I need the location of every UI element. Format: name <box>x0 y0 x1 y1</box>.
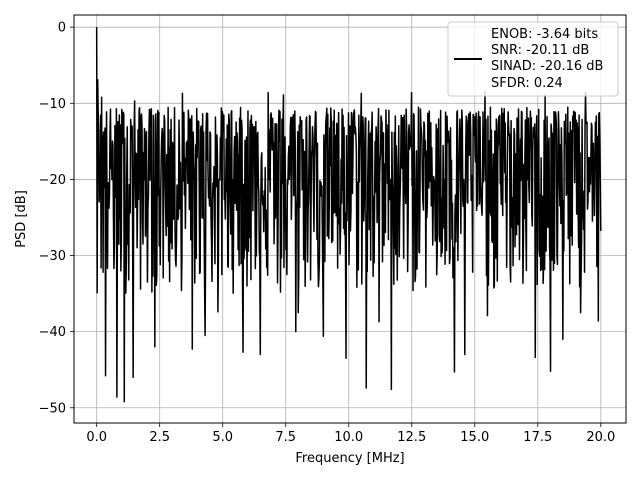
x-tick-label: 0.0 <box>86 430 107 445</box>
series-line-psd <box>95 27 602 403</box>
legend-line-enob: ENOB: -3.64 bits <box>491 27 598 42</box>
x-tick-label: 2.5 <box>149 430 170 445</box>
x-tick-label: 20.0 <box>586 430 615 445</box>
y-axis-label: PSD [dB] <box>14 190 29 248</box>
legend-line-sinad: SINAD: -20.16 dB <box>491 59 603 74</box>
y-tick-label: −10 <box>39 97 66 112</box>
x-tick-label: 10.0 <box>334 430 363 445</box>
x-axis-ticks: 0.0 2.5 5.0 7.5 10.0 12.5 15.0 17.5 20.0 <box>86 423 615 445</box>
y-tick-label: 0 <box>58 21 66 36</box>
y-tick-label: −50 <box>39 401 66 416</box>
x-tick-label: 7.5 <box>275 430 296 445</box>
plot-area <box>95 27 602 403</box>
x-tick-label: 15.0 <box>460 430 489 445</box>
x-tick-label: 12.5 <box>397 430 426 445</box>
axes-frame <box>73 14 627 424</box>
y-tick-label: −20 <box>39 173 66 188</box>
x-tick-label: 17.5 <box>523 430 552 445</box>
y-axis-ticks: 0 −10 −20 −30 −40 −50 <box>39 21 74 416</box>
x-axis-label: Frequency [MHz] <box>295 451 404 466</box>
y-tick-label: −40 <box>39 325 66 340</box>
y-tick-label: −30 <box>39 249 66 264</box>
legend: ENOB: -3.64 bits SNR: -20.11 dB SINAD: -… <box>447 21 619 97</box>
x-tick-label: 5.0 <box>212 430 233 445</box>
legend-line-snr: SNR: -20.11 dB <box>491 43 589 58</box>
legend-line-sfdr: SFDR: 0.24 <box>491 76 563 91</box>
legend-box <box>447 21 619 97</box>
